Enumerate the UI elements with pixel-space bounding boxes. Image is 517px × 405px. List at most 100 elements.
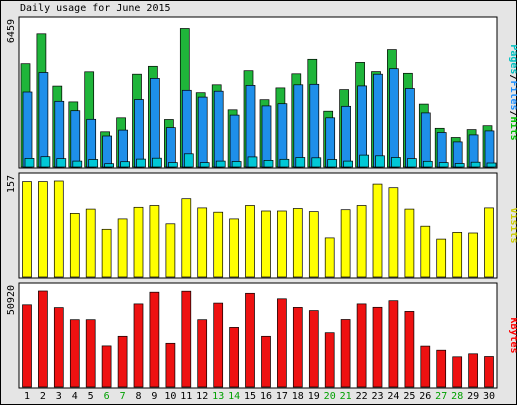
day-label-14: 14 (228, 391, 240, 402)
bar-visits-day-11 (181, 198, 192, 278)
bar-visits-day-30 (484, 207, 494, 278)
day-label-25: 25 (403, 391, 415, 402)
panel-1-max-label: 6459 (6, 19, 17, 43)
bar-files-day-21 (341, 105, 351, 168)
panel-2-max-label: 157 (6, 175, 17, 193)
bar-visits-day-2 (38, 181, 48, 278)
bar-pages-day-12 (199, 162, 210, 168)
day-label-6: 6 (104, 391, 110, 402)
bar-files-day-12 (197, 96, 208, 168)
bar-kbytes-day-14 (229, 327, 239, 388)
legend-part-hits: Hits (508, 117, 517, 141)
bar-files-day-26 (420, 112, 431, 168)
bar-pages-day-5 (88, 159, 99, 168)
bar-kbytes-day-24 (388, 300, 399, 388)
bar-kbytes-day-1 (22, 304, 32, 388)
bar-files-day-8 (134, 99, 144, 168)
bar-visits-day-1 (22, 181, 32, 278)
day-label-16: 16 (260, 391, 272, 402)
panel-3-max-label: 50920 (6, 285, 17, 315)
bar-kbytes-day-11 (181, 290, 192, 388)
bar-visits-day-27 (436, 238, 447, 278)
bar-pages-day-1 (24, 158, 35, 168)
bar-files-day-9 (150, 78, 160, 168)
day-label-13: 13 (212, 391, 224, 402)
bar-visits-day-13 (213, 211, 224, 278)
bar-pages-day-16 (263, 160, 274, 168)
bar-visits-day-3 (53, 180, 64, 278)
bar-files-day-24 (389, 68, 399, 168)
bar-visits-day-23 (372, 183, 383, 278)
bar-visits-day-15 (245, 205, 255, 278)
bar-kbytes-day-12 (197, 319, 208, 388)
bar-kbytes-day-30 (484, 356, 494, 388)
bar-files-day-27 (436, 132, 447, 168)
bar-files-day-17 (277, 103, 288, 168)
bar-kbytes-day-15 (245, 292, 255, 388)
bar-visits-day-9 (149, 205, 160, 278)
day-label-1: 1 (24, 391, 30, 402)
bar-files-day-25 (405, 88, 415, 168)
bar-kbytes-day-25 (404, 311, 415, 388)
bar-visits-day-19 (308, 211, 319, 278)
bar-files-day-6 (102, 135, 112, 168)
panel-3-box (18, 282, 498, 389)
legend-part-slash: / (508, 111, 517, 117)
bar-pages-day-6 (104, 163, 114, 168)
bar-pages-day-29 (470, 161, 481, 168)
bar-kbytes-day-6 (101, 345, 112, 388)
day-label-28: 28 (451, 391, 463, 402)
bar-kbytes-day-22 (356, 303, 367, 388)
bar-kbytes-day-13 (213, 302, 224, 388)
bar-pages-day-19 (311, 157, 322, 168)
bar-pages-day-26 (422, 160, 433, 168)
bar-pages-day-7 (120, 161, 130, 168)
bar-pages-day-18 (295, 157, 306, 168)
chart-title: Daily usage for June 2015 (20, 3, 171, 14)
bar-visits-day-16 (261, 210, 271, 278)
bar-kbytes-day-8 (133, 303, 144, 388)
bar-pages-day-27 (438, 162, 449, 168)
bar-visits-day-4 (69, 213, 80, 278)
bar-kbytes-day-2 (38, 290, 48, 388)
bar-pages-day-30 (486, 162, 497, 168)
bar-kbytes-day-16 (261, 335, 271, 388)
bar-pages-day-24 (391, 157, 401, 168)
bar-kbytes-day-7 (117, 335, 128, 388)
day-label-4: 4 (72, 391, 78, 402)
bar-visits-day-14 (229, 218, 239, 278)
bar-files-day-14 (229, 114, 240, 168)
bar-visits-day-20 (324, 237, 335, 278)
bar-pages-day-17 (279, 158, 290, 168)
day-label-15: 15 (244, 391, 256, 402)
day-label-10: 10 (164, 391, 176, 402)
bar-kbytes-day-27 (436, 349, 447, 388)
bar-pages-day-14 (231, 161, 242, 168)
bar-pages-day-9 (152, 157, 162, 168)
bar-kbytes-day-9 (149, 291, 160, 388)
bar-files-day-3 (54, 100, 65, 168)
bar-pages-day-20 (327, 159, 338, 168)
bar-kbytes-day-21 (340, 319, 351, 388)
bar-kbytes-day-19 (308, 310, 319, 388)
bar-kbytes-day-28 (452, 356, 463, 388)
day-label-23: 23 (371, 391, 383, 402)
day-label-26: 26 (419, 391, 431, 402)
bar-pages-day-3 (56, 158, 67, 168)
bar-kbytes-day-26 (420, 345, 431, 388)
bar-pages-day-25 (407, 158, 417, 168)
bar-files-day-16 (261, 105, 272, 168)
panel-3-legend: KBytes (508, 317, 517, 353)
panel-1-legend: Pages/Files/Hits (508, 44, 517, 140)
bar-pages-day-28 (454, 163, 465, 168)
bar-pages-day-11 (183, 153, 194, 168)
day-label-29: 29 (467, 391, 479, 402)
bar-kbytes-day-10 (165, 342, 176, 388)
bar-pages-day-22 (359, 154, 369, 168)
day-label-18: 18 (292, 391, 304, 402)
bar-visits-day-25 (404, 208, 415, 278)
bar-pages-day-21 (343, 160, 353, 168)
day-label-12: 12 (196, 391, 208, 402)
bar-files-day-23 (373, 73, 383, 168)
